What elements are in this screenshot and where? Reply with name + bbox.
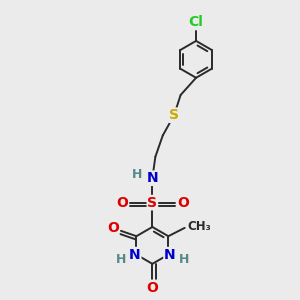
Text: H: H [132,168,142,181]
Text: O: O [177,196,189,210]
Text: N: N [147,171,158,185]
Text: CH₃: CH₃ [187,220,211,233]
Text: O: O [107,221,119,236]
Text: N: N [164,248,176,262]
Text: N: N [129,248,141,262]
Text: O: O [116,196,128,210]
Text: H: H [116,254,126,266]
Text: H: H [178,254,189,266]
Text: S: S [169,108,179,122]
Text: S: S [147,196,158,210]
Text: Cl: Cl [189,16,203,29]
Text: O: O [146,280,158,295]
